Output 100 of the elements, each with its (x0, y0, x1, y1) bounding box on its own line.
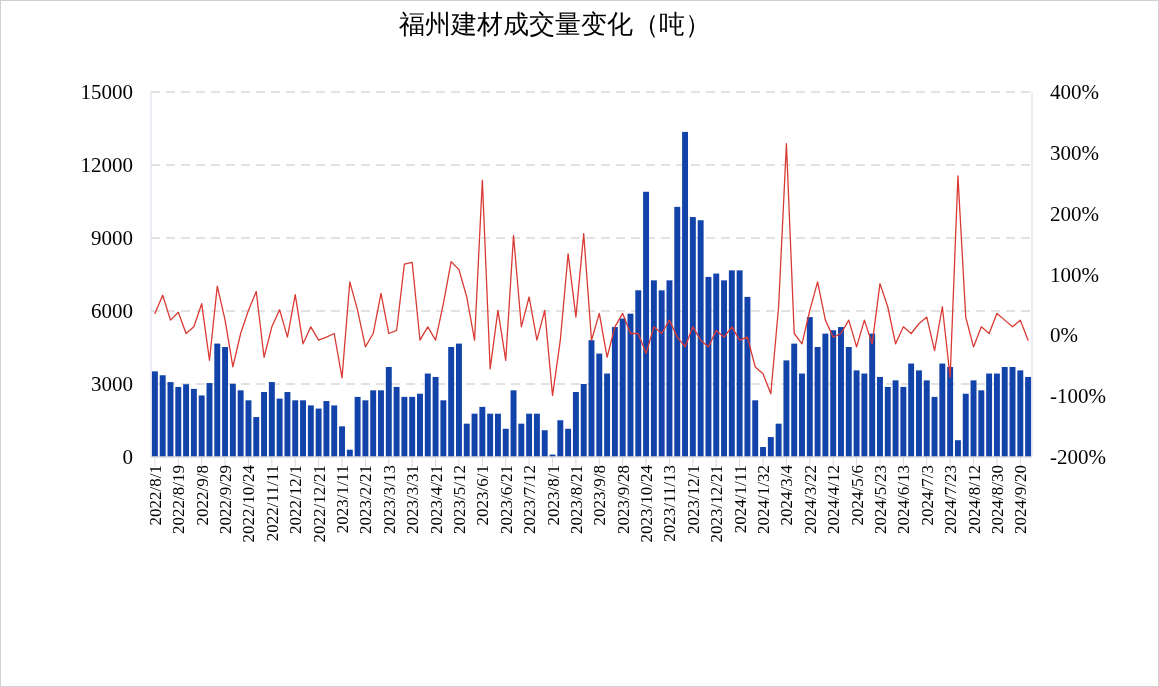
bar (908, 363, 915, 457)
bar (947, 366, 954, 457)
bar (1017, 370, 1024, 457)
x-tick-label: 2022/11/11 (262, 465, 282, 542)
x-tick-label: 2024/5/23 (870, 465, 890, 534)
bar (487, 413, 494, 457)
bar (175, 386, 182, 457)
x-tick-label: 2022/10/24 (239, 464, 259, 543)
x-tick-label: 2024/9/20 (1011, 465, 1031, 534)
x-tick-label: 2023/7/12 (520, 465, 540, 534)
bar (752, 400, 759, 457)
chart-title: 福州建材成交量变化（吨） (399, 10, 711, 39)
bar (689, 217, 696, 457)
x-tick-label: 2024/4/12 (824, 465, 844, 534)
y2-tick-label: 0% (1050, 323, 1078, 348)
bar (222, 347, 229, 457)
bar (611, 327, 618, 457)
bar (845, 347, 852, 457)
bar (456, 343, 462, 457)
x-tick-label: 2024/7/23 (941, 465, 961, 534)
y2-tick-label: 300% (1050, 140, 1099, 165)
bar (635, 290, 642, 457)
bar (658, 290, 665, 457)
x-tick-label: 2022/9/29 (216, 465, 236, 534)
x-tick-label: 2024/3/22 (800, 465, 820, 534)
x-tick-label: 2024/3/4 (777, 464, 797, 526)
bar (877, 376, 883, 457)
bar (385, 366, 392, 457)
bar (767, 437, 774, 457)
bar (409, 396, 416, 457)
x-tick-label: 2023/8/1 (543, 465, 563, 526)
y-tick-label: 9000 (91, 226, 133, 250)
x-tick-label: 2023/1/11 (333, 465, 353, 534)
x-tick-label: 2023/5/12 (449, 465, 469, 534)
y-tick-label: 6000 (91, 299, 133, 323)
bar (253, 417, 260, 457)
bar (533, 413, 540, 457)
bar (565, 428, 572, 457)
x-tick-label: 2024/7/3 (917, 465, 937, 526)
x-tick-label: 2023/3/13 (379, 465, 399, 534)
bar (463, 423, 470, 457)
x-tick-label: 2023/4/21 (426, 465, 446, 534)
bar (604, 373, 611, 457)
x-tick-label: 2023/11/13 (660, 465, 680, 542)
x-tick-label: 2023/9/28 (613, 465, 633, 534)
bar (261, 392, 268, 457)
x-tick-label: 2024/5/6 (847, 465, 867, 526)
bar (541, 430, 548, 457)
bar (791, 343, 798, 457)
bar (993, 373, 1000, 457)
bar (378, 390, 384, 457)
x-tick-label: 2024/6/13 (894, 465, 914, 534)
x-tick-label: 2022/12/1 (286, 465, 306, 534)
bar (962, 393, 969, 457)
bar (190, 388, 197, 457)
bar (572, 392, 579, 457)
bar (721, 280, 727, 457)
bar (728, 270, 735, 457)
bar (518, 423, 525, 457)
bar (986, 373, 993, 457)
bar (198, 395, 205, 457)
line-series (154, 143, 1029, 397)
x-tick-label: 2023/12/1 (683, 465, 703, 534)
bar (1025, 376, 1032, 457)
x-tick-label: 2023/10/24 (637, 464, 657, 543)
x-tick-label: 2024/1/11 (730, 465, 750, 534)
bar (884, 386, 891, 457)
bar (580, 384, 587, 457)
bar (526, 413, 533, 457)
bar (619, 318, 626, 457)
x-tick-label: 2023/9/8 (590, 465, 610, 526)
x-tick-label: 2024/8/12 (964, 465, 984, 534)
bar (557, 420, 564, 457)
x-tick-label: 2024/8/30 (987, 465, 1007, 534)
y2-tick-label: -100% (1050, 384, 1106, 409)
bar (674, 206, 681, 457)
y-tick-label: 0 (122, 445, 133, 469)
x-tick-label: 2024/1/32 (754, 465, 774, 534)
y2-tick-label: 100% (1050, 262, 1099, 287)
bar (643, 191, 650, 457)
bar (954, 440, 961, 457)
bar (915, 370, 922, 457)
x-tick-label: 2023/6/21 (496, 465, 516, 534)
x-tick-label: 2022/9/8 (192, 465, 212, 526)
bar (799, 373, 805, 457)
x-tick-label: 2023/12/21 (707, 465, 727, 543)
bar (978, 390, 985, 457)
bar (713, 273, 720, 457)
bar (806, 317, 813, 457)
bar (300, 400, 306, 457)
bar (923, 380, 930, 457)
bar (1001, 366, 1008, 457)
bar (151, 371, 158, 457)
y-tick-label: 3000 (91, 372, 133, 396)
x-tick-label: 2023/3/31 (403, 465, 423, 534)
bar (292, 400, 299, 457)
bar (417, 393, 423, 457)
x-tick-label: 2022/8/19 (169, 465, 189, 534)
bar (650, 280, 657, 457)
bar (596, 353, 603, 457)
